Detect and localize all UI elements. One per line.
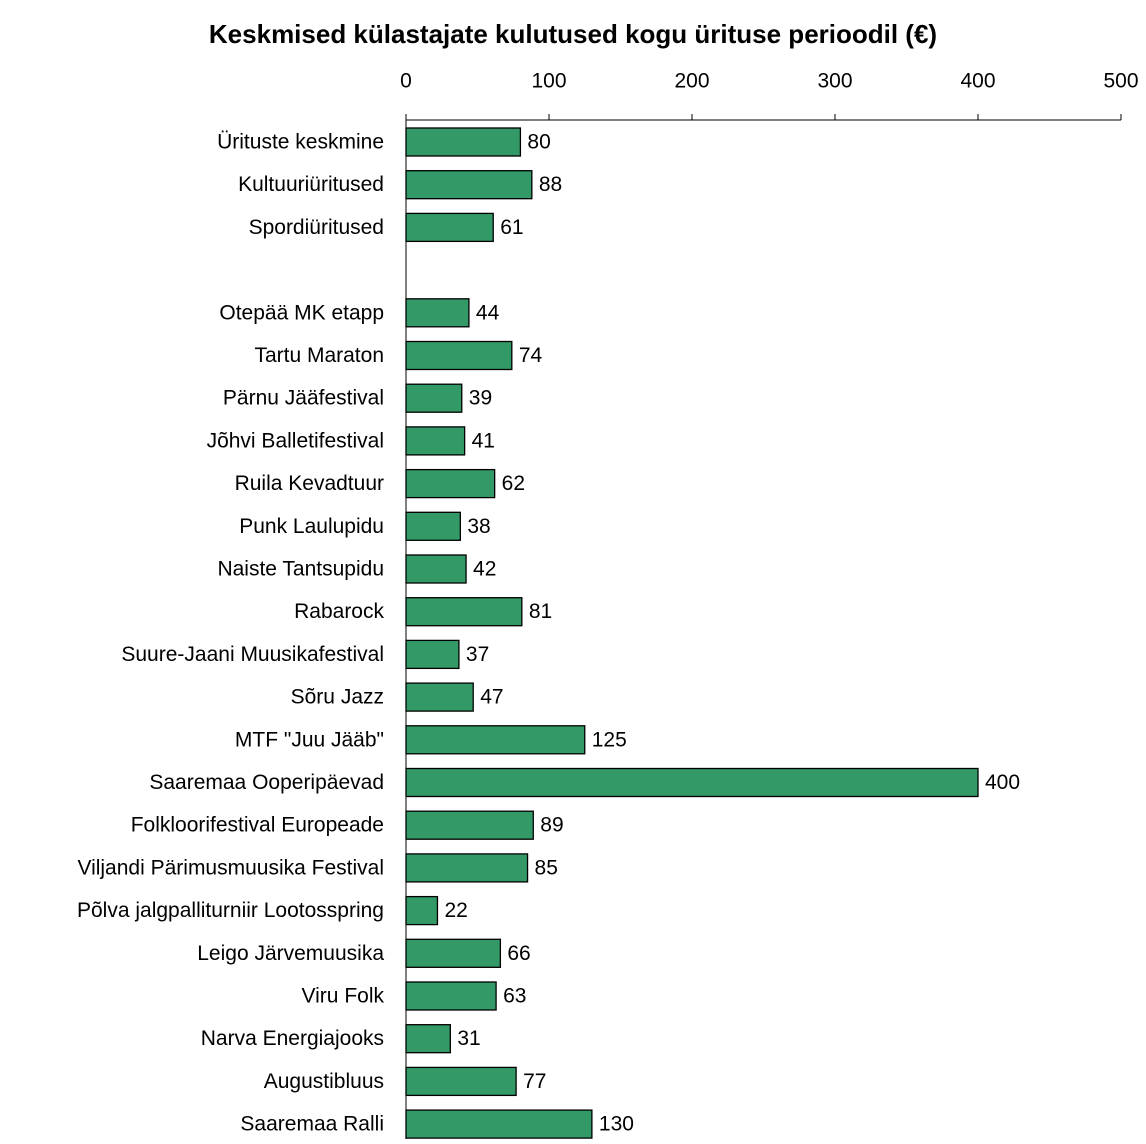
data-label: 22 bbox=[444, 899, 467, 922]
bar bbox=[405, 981, 497, 1011]
y-tick-label: Saaremaa Ralli bbox=[240, 1113, 384, 1136]
data-label: 81 bbox=[529, 600, 552, 623]
bar bbox=[405, 511, 461, 541]
y-tick-label: Folkloorifestival Europeade bbox=[131, 814, 384, 837]
bar bbox=[405, 938, 502, 968]
y-tick-label: Sõru Jazz bbox=[291, 686, 384, 709]
x-tick-label: 0 bbox=[400, 70, 412, 93]
data-label: 125 bbox=[592, 728, 627, 751]
y-tick-label: Naiste Tantsupidu bbox=[217, 558, 384, 581]
y-tick-label: Põlva jalgpalliturniir Lootosspring bbox=[77, 899, 384, 922]
x-tick-label: 200 bbox=[674, 70, 709, 93]
y-tick-label: Viljandi Pärimusmuusika Festival bbox=[77, 856, 384, 879]
y-tick-label: Jõhvi Balletifestival bbox=[207, 429, 384, 452]
x-tick-label: 400 bbox=[960, 70, 995, 93]
chart-title: Keskmised külastajate kulutused kogu üri… bbox=[209, 19, 937, 49]
bar bbox=[405, 340, 513, 371]
data-label: 77 bbox=[523, 1070, 546, 1093]
bar bbox=[405, 170, 533, 200]
y-tick-label: Punk Laulupidu bbox=[239, 515, 384, 538]
bar bbox=[405, 468, 496, 499]
bar bbox=[405, 554, 467, 584]
y-tick-label: Pärnu Jääfestival bbox=[223, 387, 384, 410]
bar bbox=[405, 895, 439, 926]
bar bbox=[405, 1066, 517, 1097]
y-tick-label: Otepää MK etapp bbox=[219, 301, 384, 324]
data-label: 41 bbox=[472, 429, 495, 452]
data-label: 44 bbox=[476, 301, 500, 324]
data-label: 37 bbox=[466, 643, 489, 666]
data-label: 38 bbox=[467, 515, 490, 538]
x-tick-label: 500 bbox=[1103, 70, 1138, 93]
data-label: 130 bbox=[599, 1113, 634, 1136]
data-label: 62 bbox=[502, 472, 525, 495]
data-label: 31 bbox=[457, 1027, 480, 1050]
data-label: 63 bbox=[503, 985, 526, 1008]
data-label: 39 bbox=[469, 387, 492, 410]
y-tick-label: Narva Energiajooks bbox=[201, 1027, 384, 1050]
data-label: 85 bbox=[535, 856, 558, 879]
bar bbox=[405, 298, 470, 328]
y-tick-label: Tartu Maraton bbox=[254, 344, 384, 367]
y-tick-label: Ruila Kevadtuur bbox=[235, 472, 384, 495]
y-tick-label: Saaremaa Ooperipäevad bbox=[149, 771, 384, 794]
data-label: 47 bbox=[480, 686, 503, 709]
data-label: 42 bbox=[473, 558, 496, 581]
bar bbox=[405, 383, 463, 413]
y-tick-label: Leigo Järvemuusika bbox=[197, 942, 384, 965]
bar bbox=[405, 682, 474, 712]
data-label: 66 bbox=[507, 942, 530, 965]
y-tick-label: Rabarock bbox=[294, 600, 384, 623]
x-tick-label: 300 bbox=[817, 70, 852, 93]
x-tick-label: 100 bbox=[531, 70, 566, 93]
y-tick-label: Spordiüritused bbox=[249, 216, 384, 239]
data-label: 80 bbox=[527, 131, 550, 154]
bar bbox=[405, 767, 979, 798]
bar bbox=[405, 725, 586, 755]
data-label: 61 bbox=[500, 216, 523, 239]
y-tick-label: MTF "Juu Jääb" bbox=[235, 728, 384, 751]
bar bbox=[405, 127, 522, 157]
y-tick-label: Augustibluus bbox=[264, 1070, 384, 1093]
bar bbox=[405, 639, 460, 670]
y-tick-label: Kultuuriüritused bbox=[238, 173, 384, 196]
bar bbox=[405, 426, 466, 456]
bar bbox=[405, 810, 534, 840]
bar bbox=[405, 1024, 451, 1054]
data-label: 400 bbox=[985, 771, 1020, 794]
y-tick-label: Suure-Jaani Muusikafestival bbox=[121, 643, 384, 666]
y-tick-label: Viru Folk bbox=[302, 985, 385, 1008]
data-label: 74 bbox=[519, 344, 543, 367]
bar bbox=[405, 212, 494, 243]
data-label: 89 bbox=[540, 814, 563, 837]
y-tick-label: Ürituste keskmine bbox=[217, 131, 384, 154]
bar bbox=[405, 597, 523, 627]
bar bbox=[405, 853, 529, 883]
data-label: 88 bbox=[539, 173, 562, 196]
bar bbox=[405, 1109, 593, 1139]
